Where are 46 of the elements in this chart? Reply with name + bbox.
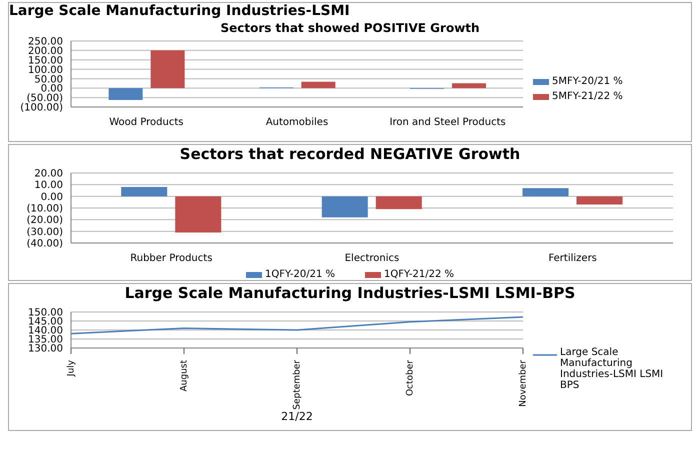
chart-title: Sectors that recorded NEGATIVE Growth [178,145,522,165]
chart-title: Large Scale Manufacturing Industries-LSMI LSMI-BPS [124,284,576,304]
legend-label: 1QFY-21/22 % [384,269,454,280]
y-tick-label: 0.00 [40,192,63,203]
x-axis-title: 21/22 [281,410,313,423]
y-tick-label: (10.00) [26,204,64,215]
bar [150,50,185,88]
y-tick-label: 200.00 [28,46,63,57]
y-tick-label: (30.00) [26,226,64,238]
bar [376,196,422,210]
x-tick-label: August [179,360,190,392]
line-series [70,316,524,334]
bar [108,88,143,100]
x-tick-label: Fertilizers [548,253,597,264]
x-tick-label: September [292,360,302,410]
legend-label: 1QFY-20/21 % [264,269,335,280]
y-tick-label: 130.00 [28,344,63,355]
chart-title: Sectors that showed POSITIVE Growth [219,20,481,37]
x-tick-label: November [518,360,528,407]
bar [576,196,622,204]
y-tick-label: 50.00 [34,74,63,86]
x-tick-label: Automobiles [266,117,328,128]
legend-label: Large Scale Manufacturing Industries-LSMI LSMI BPS [560,347,664,391]
legend-label: 5MFY-20/21 % [552,76,623,87]
y-tick-label: 250.00 [28,36,63,48]
y-tick-label: 10.00 [34,180,63,192]
bar [301,82,336,88]
x-tick-label: Wood Products [109,117,184,128]
y-tick-label: (20.00) [26,215,64,226]
y-tick-label: (40.00) [26,238,64,250]
bar [322,196,368,218]
y-tick-label: 20.00 [34,168,63,180]
y-tick-label: 100.00 [28,64,63,76]
bar [121,187,168,196]
legend-label: 5MFY-21/22 % [552,91,623,102]
y-tick-label: (100.00) [20,102,64,114]
bar [522,188,568,196]
y-tick-label: 150.00 [28,55,63,66]
x-tick-label: July [66,359,76,378]
bar [175,196,222,232]
x-tick-label: October [405,360,416,396]
x-tick-label: Iron and Steel Products [390,117,506,128]
x-tick-label: Electronics [344,253,400,264]
x-tick-label: Rubber Products [130,253,212,264]
text: Large Scale Manufacturing Industries-LSMI [9,3,691,19]
bar [452,83,486,88]
